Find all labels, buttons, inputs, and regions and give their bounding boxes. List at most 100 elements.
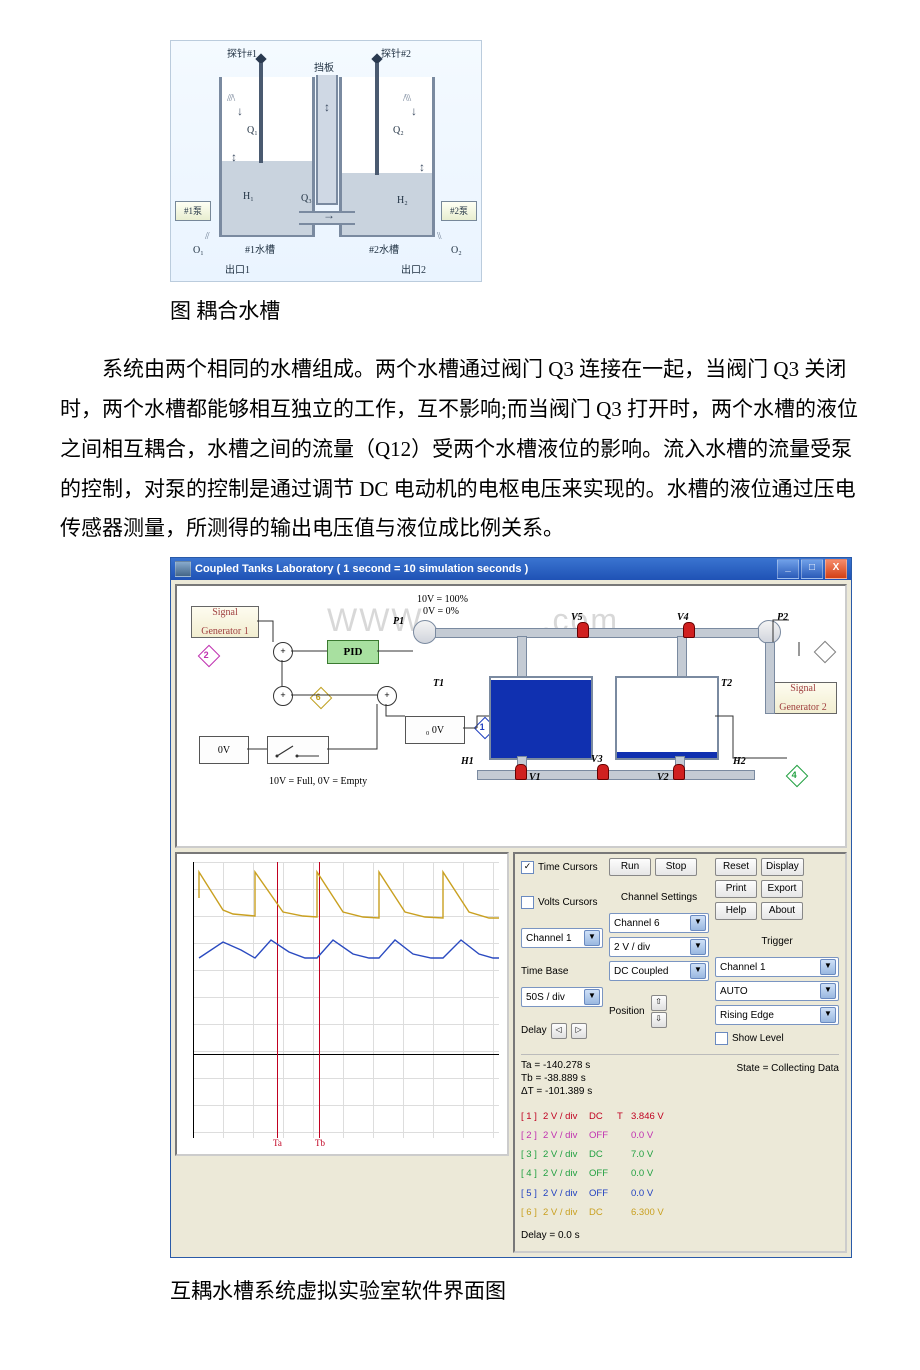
minimize-button[interactable]: _ — [777, 559, 799, 579]
h2-arrow: ↕ — [419, 161, 425, 173]
delay-readout: Delay = 0.0 s — [521, 1226, 839, 1245]
export-button[interactable]: Export — [761, 880, 803, 898]
h1-arrow: ↕ — [231, 151, 237, 163]
tb-label: Tb — [315, 1135, 325, 1152]
scope-xaxis — [193, 1054, 499, 1055]
display-button[interactable]: Display — [761, 858, 804, 876]
baffle — [316, 75, 338, 205]
sum2: + — [273, 686, 293, 706]
close-button[interactable]: X — [825, 559, 847, 579]
v3-label: V3 — [591, 750, 603, 769]
sim-tank-2 — [615, 676, 719, 760]
pipe-down-l — [517, 636, 527, 678]
pct-bot: 0V = 0% — [423, 602, 459, 621]
window-titlebar[interactable]: Coupled Tanks Laboratory ( 1 second = 10… — [171, 558, 851, 580]
sum1: + — [273, 642, 293, 662]
o1-label: O₁ — [193, 241, 204, 260]
o2-label: O₂ — [451, 241, 462, 260]
probe2 — [375, 63, 379, 175]
control-panel: ✓Time Cursors Volts Cursors Channel 1▼ T… — [513, 852, 847, 1252]
trigger-label: Trigger — [715, 932, 839, 951]
h1-label: H₁ — [243, 187, 254, 206]
oscilloscope: Ta Tb — [175, 852, 509, 1156]
cursor-readout: Ta = -140.278 s Tb = -38.889 s ΔT = -101… — [521, 1059, 592, 1098]
print-button[interactable]: Print — [715, 880, 757, 898]
v5-label: V5 — [571, 608, 583, 627]
signal-generator-2[interactable]: Signal Generator 2 — [769, 682, 837, 714]
channel-settings-select[interactable]: Channel 6▼ — [609, 913, 709, 933]
time-cursors-checkbox[interactable]: ✓Time Cursors — [521, 858, 603, 877]
v2-label: V2 — [657, 768, 669, 787]
stop-button[interactable]: Stop — [655, 858, 697, 876]
h1-label-2: H1 — [461, 752, 474, 771]
nozzle-left: ///\ — [227, 89, 234, 108]
pump1: #1泵 — [175, 201, 211, 221]
diamond-2: 2 — [198, 645, 221, 668]
t2-label: T2 — [721, 674, 732, 693]
help-button[interactable]: Help — [715, 902, 757, 920]
q1-arrow: ↓ — [237, 105, 243, 117]
zero-v-box-1: 0V — [199, 736, 249, 764]
h2-label: H₂ — [397, 191, 408, 210]
time-base-select[interactable]: 50S / div▼ — [521, 987, 603, 1007]
probe1-label: 探针#1 — [227, 45, 257, 64]
body-paragraph: 系统由两个相同的水槽组成。两个水槽通过阀门 Q3 连接在一起，当阀门 Q3 关闭… — [60, 350, 860, 549]
p1-label: P1 — [393, 612, 404, 631]
sum3: + — [377, 686, 397, 706]
probe2-label: 探针#2 — [381, 45, 411, 64]
process-diagram: WWW. .com 10V = 100% 0V = 0% Signal Gene… — [175, 584, 847, 848]
position-up[interactable]: ⇧ — [651, 995, 667, 1011]
reset-button[interactable]: Reset — [715, 858, 757, 876]
channel-readout: [ 1 ]2 V / divDCT3.846 V[ 2 ]2 V / divOF… — [521, 1108, 839, 1221]
delay-label: Delay — [521, 1021, 547, 1040]
ta-label: Ta — [273, 1135, 282, 1152]
delay-left[interactable]: ◁ — [551, 1023, 567, 1039]
q1-label: Q₁ — [247, 121, 258, 140]
outlet-nozzle-r: \\ — [437, 227, 441, 246]
baffle-arrow: ↕ — [324, 101, 330, 113]
trigger-mode-select[interactable]: AUTO▼ — [715, 981, 839, 1001]
nozzle-right: /\\\ — [403, 89, 410, 108]
outlet1-label: 出口1 — [225, 261, 250, 280]
scope-traces — [193, 862, 499, 1052]
pump2: #2泵 — [441, 201, 477, 221]
delay-right[interactable]: ▷ — [571, 1023, 587, 1039]
outlet2-label: 出口2 — [401, 261, 426, 280]
show-level-checkbox[interactable]: Show Level — [715, 1029, 839, 1048]
probe1 — [259, 63, 263, 163]
tank2-label: #2水槽 — [369, 241, 399, 260]
vdiv-select[interactable]: 2 V / div▼ — [609, 937, 709, 957]
channel-select[interactable]: Channel 1▼ — [521, 928, 603, 948]
t1-label: T1 — [433, 674, 444, 693]
q2-label: Q₂ — [393, 121, 404, 140]
h2-label-2: H2 — [733, 752, 746, 771]
window-title: Coupled Tanks Laboratory ( 1 second = 10… — [195, 559, 528, 580]
valve-v1[interactable] — [515, 764, 527, 780]
valve-v2[interactable] — [673, 764, 685, 780]
pid-block[interactable]: PID — [327, 640, 379, 664]
zero-v-box-2: ₀ 0V — [405, 716, 465, 744]
coupled-tanks-schematic: 探针#1 探针#2 挡板 ///\ /\\\ #1泵 #2泵 ↓ ↓ ↕ ↕ ↕… — [170, 40, 482, 282]
state-label: State = Collecting Data — [736, 1059, 839, 1098]
pump-p2[interactable] — [757, 620, 781, 644]
pipe-p2-up — [765, 642, 775, 714]
run-button[interactable]: Run — [609, 858, 651, 876]
q2-arrow: ↓ — [411, 105, 417, 117]
about-button[interactable]: About — [761, 902, 803, 920]
signal-generator-1[interactable]: Signal Generator 1 — [191, 606, 259, 638]
tank1-label: #1水槽 — [245, 241, 275, 260]
coupling-select[interactable]: DC Coupled▼ — [609, 961, 709, 981]
volts-cursors-checkbox[interactable]: Volts Cursors — [521, 893, 603, 912]
sim-tank-1 — [489, 676, 593, 760]
full-empty-label: 10V = Full, 0V = Empty — [269, 772, 367, 791]
pipe-down-r — [677, 636, 687, 678]
trigger-channel-select[interactable]: Channel 1▼ — [715, 957, 839, 977]
q3-arrow: → — [323, 209, 335, 221]
position-label: Position — [609, 1002, 645, 1021]
maximize-button[interactable]: □ — [801, 559, 823, 579]
app-icon — [175, 561, 191, 577]
diamond-6: 6 — [310, 687, 333, 710]
switch-box[interactable] — [267, 736, 329, 764]
trigger-edge-select[interactable]: Rising Edge▼ — [715, 1005, 839, 1025]
position-down[interactable]: ⇩ — [651, 1012, 667, 1028]
